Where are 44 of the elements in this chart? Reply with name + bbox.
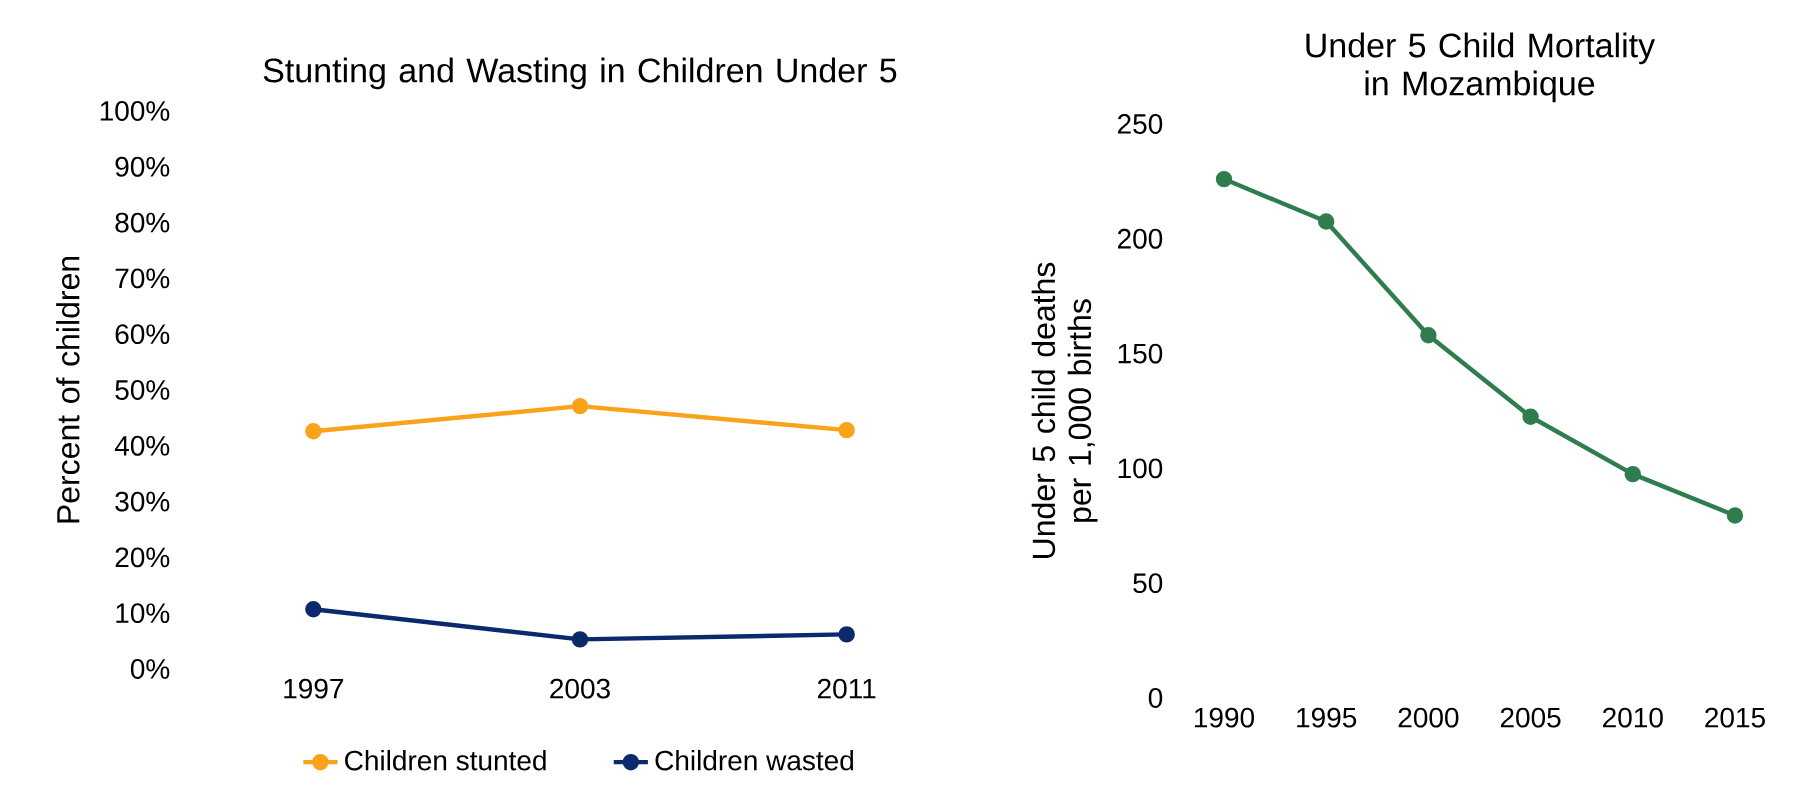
x-tick-label: 2005 (1500, 707, 1561, 728)
y-tick-label: 20% (115, 547, 170, 568)
x-tick-label: 2003 (550, 678, 610, 699)
y-tick-label: 50 (1133, 573, 1163, 594)
y-tick-label: 150 (1118, 343, 1163, 364)
y-tick-label: 40% (114, 435, 170, 456)
y-tick-label: 0% (130, 659, 170, 679)
y-tick-label: 30% (115, 491, 170, 512)
x-tick-label: 1990 (1194, 707, 1255, 728)
y-tick-label: 250 (1117, 114, 1163, 134)
point (1420, 327, 1437, 344)
x-tick-label: 2011 (817, 678, 876, 699)
point (305, 601, 322, 618)
y-tick-label: 90% (115, 156, 170, 177)
y-tick-label: 0 (1148, 688, 1163, 708)
point (305, 423, 322, 440)
y-tick-label: 200 (1117, 228, 1163, 249)
legend-label: Children stunted (345, 749, 546, 771)
y-tick-label: 60% (115, 324, 170, 345)
chart-title: Stunting and Wasting in Children Under 5 (263, 57, 897, 90)
point (571, 397, 589, 415)
y-tick-label: 70% (115, 268, 170, 289)
x-tick-label: 2000 (1398, 707, 1459, 728)
y-axis-title: Percent of children (56, 256, 80, 523)
point (838, 421, 855, 439)
x-tick-label: 2015 (1705, 707, 1765, 728)
y-tick-label: 100 (1118, 458, 1163, 479)
y-tick-label: 50% (115, 380, 170, 400)
point (1317, 213, 1335, 230)
legend-label: Children wasted (655, 749, 854, 771)
y-tick-label: 80% (115, 212, 170, 233)
point (1215, 170, 1233, 188)
x-tick-label: 2010 (1603, 707, 1663, 728)
point (571, 631, 589, 648)
y-axis-title: Under 5 child deaths per 1,000 births (1031, 262, 1098, 558)
point (838, 626, 855, 643)
point (1624, 465, 1641, 483)
point (1726, 507, 1744, 524)
x-tick-label: 1995 (1297, 707, 1357, 728)
y-tick-label: 10% (116, 603, 170, 624)
chart-title: Under 5 Child Mortality in Mozambique (1306, 32, 1656, 103)
x-tick-label: 1997 (284, 678, 344, 699)
point (1522, 408, 1539, 425)
y-tick-label: 100% (100, 101, 170, 121)
